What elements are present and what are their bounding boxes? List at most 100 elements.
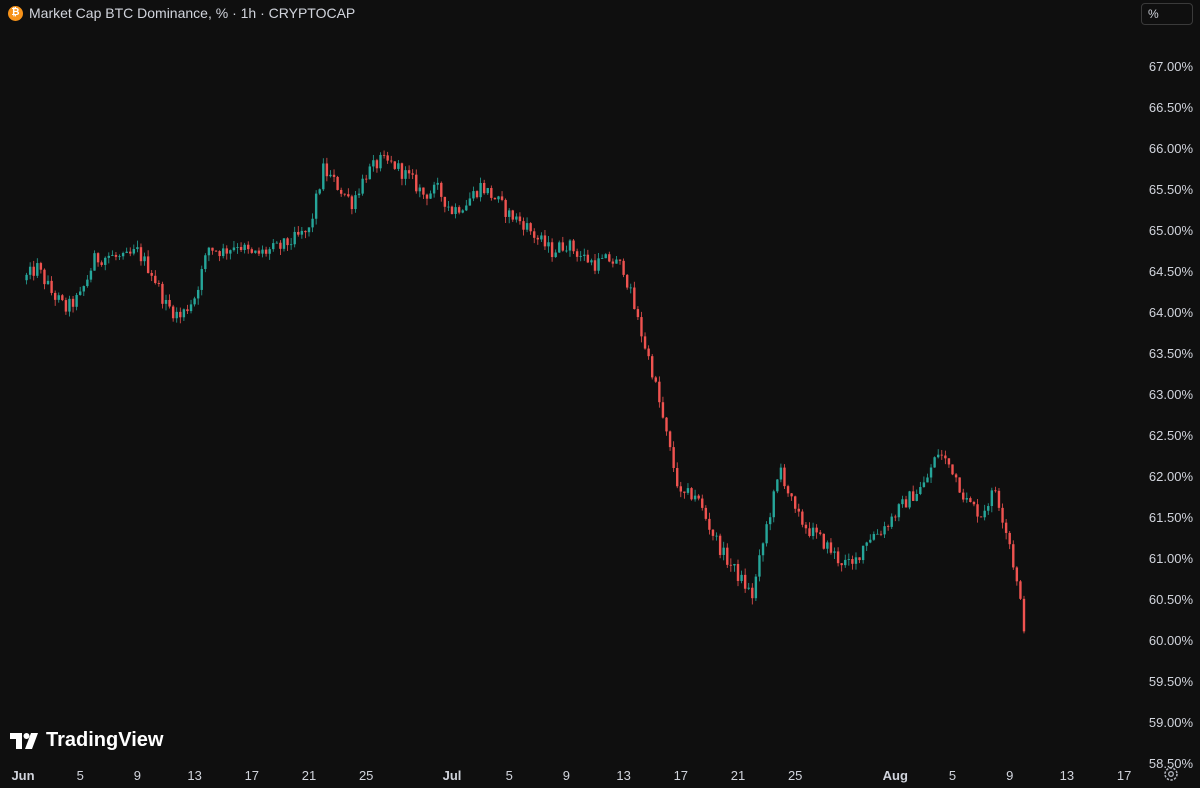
tradingview-logo-icon <box>10 732 38 749</box>
y-tick-label: 63.00% <box>1149 387 1194 402</box>
candle-body-down <box>218 251 221 257</box>
tradingview-wordmark: TradingView <box>46 729 164 751</box>
candle-body-down <box>415 174 418 192</box>
candle-body-down <box>611 261 615 264</box>
candle-body-down <box>690 488 693 500</box>
candle-body-up <box>579 255 582 257</box>
candle-body-down <box>636 309 640 318</box>
candle-body-down <box>422 187 425 195</box>
candle-body-up <box>175 311 178 319</box>
candle-body-up <box>525 223 529 230</box>
candle-body-down <box>954 474 958 478</box>
gear-icon[interactable] <box>1162 765 1180 783</box>
candle-body-down <box>171 306 175 319</box>
candle-body-down <box>661 402 665 418</box>
y-tick-label: 64.50% <box>1149 264 1194 279</box>
candle-body-down <box>804 524 808 529</box>
candle-body-down <box>633 287 636 310</box>
candle-body-down <box>161 283 164 304</box>
candle-body-down <box>168 299 171 307</box>
candle-body-down <box>518 216 522 222</box>
candle-body-up <box>937 454 940 458</box>
y-tick-label: 66.50% <box>1149 100 1194 115</box>
candle-body-up <box>261 249 264 254</box>
candle-body-down <box>829 542 833 553</box>
candle-body-down <box>608 254 611 262</box>
y-tick-label: 65.50% <box>1149 182 1194 197</box>
candle-body-up <box>558 242 561 253</box>
candle-body-down <box>150 272 153 276</box>
candle-body-down <box>61 295 64 301</box>
candle-body-down <box>257 250 261 254</box>
candle-body-up <box>468 198 472 206</box>
percent-scale-label: % <box>1148 7 1159 21</box>
candle-body-down <box>561 242 565 251</box>
candle-body-down <box>343 193 346 195</box>
candle-body-up <box>765 524 768 544</box>
candle-body-down <box>325 163 329 177</box>
candle-body-down <box>500 196 504 200</box>
candle-body-down <box>969 498 972 503</box>
candle-body-down <box>1019 581 1022 599</box>
candle-body-down <box>550 242 554 258</box>
candle-body-down <box>729 564 733 566</box>
y-tick-label: 63.50% <box>1149 346 1194 361</box>
candle-body-up <box>268 249 271 254</box>
candle-body-down <box>654 377 657 382</box>
candlestick-series <box>25 150 1026 634</box>
candle-body-down <box>139 247 143 262</box>
candle-body-up <box>922 482 926 488</box>
candle-body-up <box>929 467 933 478</box>
candle-body-down <box>64 300 68 312</box>
candle-body-up <box>107 255 110 258</box>
candle-body-down <box>951 464 954 475</box>
chart-title-bar: ₿ Market Cap BTC Dominance, % · 1h · CRY… <box>8 5 355 21</box>
candle-body-down <box>997 490 1001 508</box>
candle-body-up <box>207 247 211 256</box>
candle-body-down <box>522 221 525 230</box>
y-tick-label: 61.00% <box>1149 551 1194 566</box>
candle-body-up <box>508 210 511 217</box>
candle-body-up <box>104 257 107 265</box>
candle-body-down <box>618 259 622 261</box>
candle-body-up <box>883 526 886 535</box>
candle-body-down <box>962 492 965 500</box>
candle-body-down <box>786 486 790 494</box>
candle-body-down <box>972 502 976 505</box>
chart-title: Market Cap BTC Dominance, % · 1h · CRYPT… <box>29 5 356 21</box>
candle-body-down <box>375 160 379 169</box>
x-tick-label: 17 <box>674 768 688 783</box>
candle-body-down <box>50 280 53 293</box>
candle-body-up <box>604 254 607 259</box>
candle-body-up <box>758 555 761 577</box>
candle-body-up <box>200 269 203 290</box>
candle-body-up <box>318 189 321 194</box>
candle-body-down <box>643 336 647 349</box>
candle-body-up <box>429 193 432 199</box>
x-tick-label: 9 <box>134 768 141 783</box>
candle-body-down <box>640 317 643 337</box>
candle-body-up <box>136 247 139 250</box>
candle-body-down <box>214 250 218 252</box>
candle-body-up <box>872 534 876 540</box>
candle-body-up <box>289 244 293 246</box>
candle-body-up <box>432 184 436 194</box>
candle-body-down <box>543 235 547 247</box>
candle-body-down <box>53 292 57 300</box>
candle-body-down <box>586 254 590 263</box>
candle-body-down <box>808 528 811 536</box>
candle-body-up <box>965 498 968 500</box>
candle-body-down <box>676 467 679 487</box>
percent-scale-button[interactable]: % <box>1141 3 1193 25</box>
x-tick-label: 17 <box>245 768 259 783</box>
candle-body-up <box>722 547 725 555</box>
candle-body-down <box>339 189 343 194</box>
candle-body-up <box>461 210 464 213</box>
candle-body-down <box>511 210 514 220</box>
candle-body-up <box>189 304 193 312</box>
y-axis: 59.00% 59.50% 60.00% 60.50% 61.00% 61.50% 62.0… <box>1149 59 1194 771</box>
candle-body-down <box>533 231 536 238</box>
candle-body-down <box>697 495 700 499</box>
candle-body-up <box>118 256 121 258</box>
